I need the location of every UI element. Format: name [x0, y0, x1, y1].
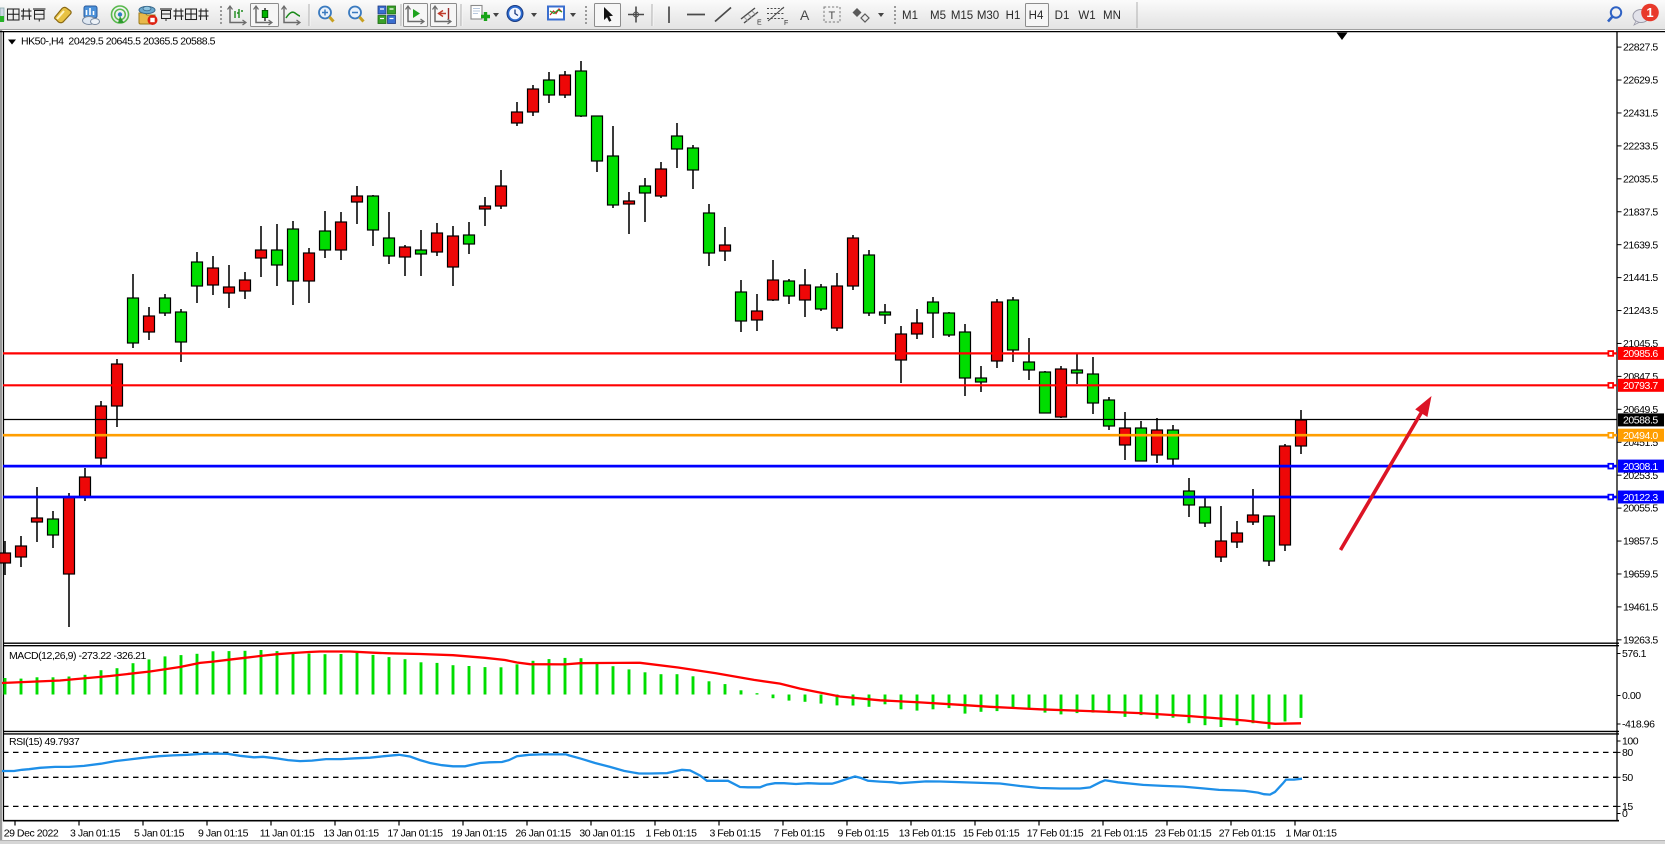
- svg-text:20793.7: 20793.7: [1623, 380, 1658, 392]
- svg-text:20649.5: 20649.5: [1623, 404, 1658, 416]
- svg-text:19659.5: 19659.5: [1623, 569, 1658, 581]
- svg-text:19461.5: 19461.5: [1623, 601, 1658, 613]
- svg-text:19857.5: 19857.5: [1623, 536, 1658, 548]
- svg-text:5 Jan 01:15: 5 Jan 01:15: [134, 828, 185, 840]
- svg-text:50: 50: [1622, 772, 1633, 784]
- svg-text:M5: M5: [930, 10, 946, 22]
- svg-text:576.1: 576.1: [1622, 648, 1647, 660]
- svg-text:22629.5: 22629.5: [1623, 75, 1658, 87]
- svg-text:1: 1: [1646, 5, 1653, 20]
- svg-text:HK50-,H4 20429.5 20645.5 2036: HK50-,H4 20429.5 20645.5 20365.5 20588.5: [21, 36, 216, 48]
- svg-text:H4: H4: [1029, 10, 1044, 22]
- svg-text:1 Feb 01:15: 1 Feb 01:15: [645, 828, 697, 840]
- svg-text:30 Jan 01:15: 30 Jan 01:15: [579, 828, 635, 840]
- svg-text:20122.3: 20122.3: [1623, 492, 1658, 504]
- svg-text:RSI(15) 49.7937: RSI(15) 49.7937: [9, 736, 80, 748]
- svg-text:1 Mar 01:15: 1 Mar 01:15: [1285, 828, 1337, 840]
- svg-text:29 Dec 2022: 29 Dec 2022: [4, 828, 59, 840]
- svg-text:23 Feb 01:15: 23 Feb 01:15: [1155, 828, 1212, 840]
- svg-text:15: 15: [1622, 801, 1633, 813]
- svg-text:D1: D1: [1055, 10, 1070, 22]
- svg-text:22431.5: 22431.5: [1623, 108, 1658, 120]
- svg-text:M30: M30: [977, 10, 999, 22]
- svg-text:19263.5: 19263.5: [1623, 634, 1658, 646]
- svg-text:3 Feb 01:15: 3 Feb 01:15: [709, 828, 761, 840]
- svg-text:19 Jan 01:15: 19 Jan 01:15: [451, 828, 507, 840]
- svg-text:21837.5: 21837.5: [1623, 206, 1658, 218]
- svg-text:M1: M1: [902, 10, 918, 22]
- svg-text:22827.5: 22827.5: [1623, 42, 1658, 54]
- svg-text:20588.5: 20588.5: [1623, 415, 1658, 427]
- svg-text:22233.5: 22233.5: [1623, 140, 1658, 152]
- svg-text:80: 80: [1622, 747, 1633, 759]
- svg-text:-418.96: -418.96: [1622, 719, 1655, 731]
- svg-text:15 Feb 01:15: 15 Feb 01:15: [963, 828, 1020, 840]
- svg-text:7 Feb 01:15: 7 Feb 01:15: [773, 828, 825, 840]
- svg-text:3 Jan 01:15: 3 Jan 01:15: [70, 828, 121, 840]
- svg-text:13 Jan 01:15: 13 Jan 01:15: [323, 828, 379, 840]
- svg-text:27 Feb 01:15: 27 Feb 01:15: [1219, 828, 1276, 840]
- svg-text:A: A: [800, 7, 810, 23]
- svg-text:21243.5: 21243.5: [1623, 305, 1658, 317]
- svg-text:21639.5: 21639.5: [1623, 239, 1658, 251]
- svg-text:26 Jan 01:15: 26 Jan 01:15: [515, 828, 571, 840]
- svg-text:21441.5: 21441.5: [1623, 272, 1658, 284]
- svg-text:11 Jan 01:15: 11 Jan 01:15: [260, 828, 315, 840]
- svg-text:MN: MN: [1103, 10, 1121, 22]
- svg-text:20985.6: 20985.6: [1623, 348, 1658, 360]
- svg-text:17 Jan 01:15: 17 Jan 01:15: [387, 828, 443, 840]
- svg-text:0.00: 0.00: [1622, 690, 1641, 702]
- svg-text:100: 100: [1622, 736, 1639, 748]
- svg-text:M15: M15: [951, 10, 973, 22]
- svg-text:21 Feb 01:15: 21 Feb 01:15: [1091, 828, 1148, 840]
- svg-text:22035.5: 22035.5: [1623, 173, 1658, 185]
- svg-text:9 Feb 01:15: 9 Feb 01:15: [837, 828, 889, 840]
- svg-text:E: E: [757, 20, 762, 27]
- svg-text:MACD(12,26,9) -273.22 -326.21: MACD(12,26,9) -273.22 -326.21: [9, 650, 147, 662]
- svg-text:17 Feb 01:15: 17 Feb 01:15: [1027, 828, 1084, 840]
- svg-text:20055.5: 20055.5: [1623, 503, 1658, 515]
- svg-text:F: F: [784, 20, 788, 27]
- svg-text:0: 0: [1622, 808, 1628, 820]
- svg-text:20253.5: 20253.5: [1623, 470, 1658, 482]
- svg-text:20494.0: 20494.0: [1623, 430, 1658, 442]
- svg-text:H1: H1: [1006, 10, 1021, 22]
- svg-text:W1: W1: [1078, 10, 1095, 22]
- svg-text:13 Feb 01:15: 13 Feb 01:15: [899, 828, 956, 840]
- svg-text:T: T: [829, 10, 836, 22]
- svg-text:9 Jan 01:15: 9 Jan 01:15: [198, 828, 249, 840]
- svg-text:20308.1: 20308.1: [1623, 461, 1658, 473]
